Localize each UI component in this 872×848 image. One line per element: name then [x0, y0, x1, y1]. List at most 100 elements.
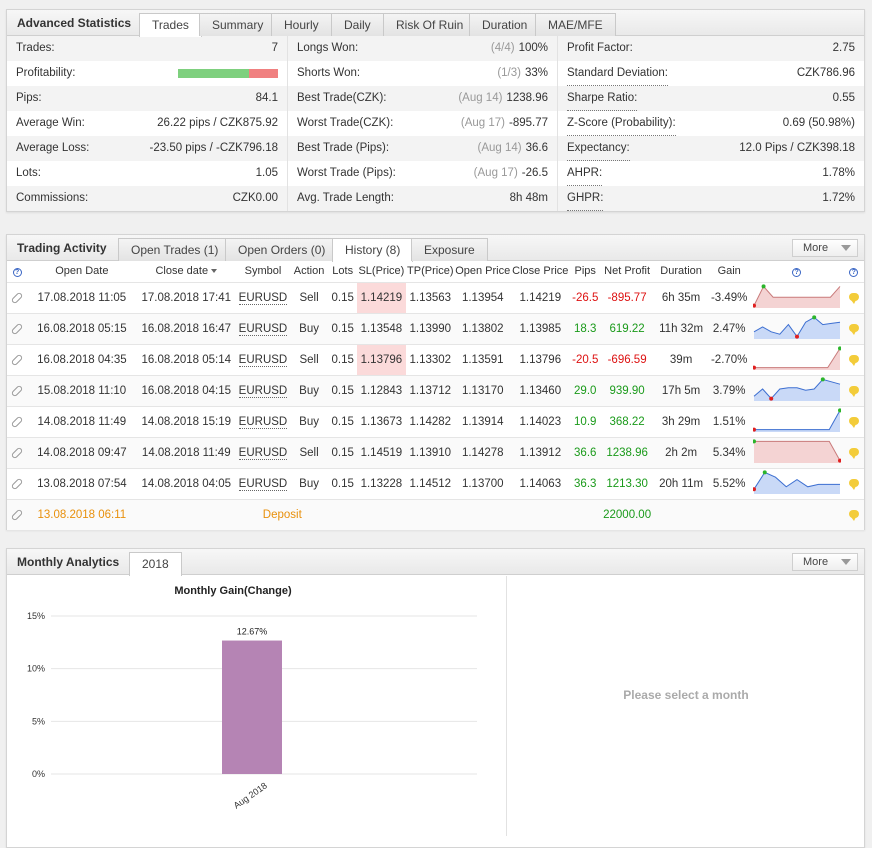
net-profit-cell: -696.59 [600, 344, 654, 376]
comment-icon[interactable] [843, 406, 864, 438]
col-symbol[interactable]: Symbol [236, 261, 290, 283]
sparkline-area [753, 410, 840, 432]
tab-open-orders[interactable]: Open Orders (0) [225, 238, 339, 261]
symbol-cell[interactable]: EURUSD [236, 282, 290, 314]
help-icon[interactable]: ? [843, 261, 864, 283]
tab-risk-of-ruin[interactable]: Risk Of Ruin [383, 13, 477, 36]
close-price-cell: 1.14063 [510, 468, 570, 500]
tab-exposure[interactable]: Exposure [411, 238, 488, 261]
action-cell: Sell [289, 344, 329, 376]
close-price-cell: 1.14219 [510, 282, 570, 314]
sparkline-line [753, 440, 841, 461]
tab-summary[interactable]: Summary [199, 13, 277, 36]
comment-icon[interactable] [843, 499, 864, 531]
col-sl-price[interactable]: SL(Price) [356, 261, 406, 283]
sparkline-extreme-point [811, 315, 816, 320]
table-row[interactable]: 13.08.2018 07:54 14.08.2018 04:05 EURUSD Bu… [7, 468, 864, 500]
sparkline-extreme-point [751, 439, 756, 444]
tab-year-2018[interactable]: 2018 [129, 552, 182, 576]
col-net-profit[interactable]: Net Profit [600, 261, 654, 283]
col-open-price[interactable]: Open Price [454, 261, 511, 283]
col-pips[interactable]: Pips [569, 261, 601, 283]
close-price-cell: 1.14023 [510, 406, 570, 438]
stat-pips: Pips: 84.1 [7, 86, 287, 111]
col-lots[interactable]: Lots [328, 261, 357, 283]
table-row[interactable]: 17.08.2018 11:05 17.08.2018 17:41 EURUSD Se… [7, 282, 864, 314]
comment-icon[interactable] [843, 375, 864, 407]
sl-price-cell: 1.13673 [356, 406, 406, 438]
col-gain[interactable]: Gain [708, 261, 750, 283]
comment-icon[interactable] [843, 468, 864, 500]
deposit-row[interactable]: 13.08.2018 06:11 Deposit 22000.00 [7, 499, 864, 531]
close-price-cell: 1.13796 [510, 344, 570, 376]
tab-history[interactable]: History (8) [332, 238, 414, 262]
symbol-cell[interactable]: EURUSD [236, 313, 290, 345]
open-price-cell: 1.13954 [454, 282, 511, 314]
sparkline-area [753, 441, 840, 463]
stat-expectancy: Expectancy: 12.0 Pips / CZK398.18 [558, 136, 864, 161]
col-duration[interactable]: Duration [653, 261, 709, 283]
table-row[interactable]: 16.08.2018 05:15 16.08.2018 16:47 EURUSD Bu… [7, 313, 864, 345]
symbol-cell[interactable]: EURUSD [236, 437, 290, 469]
symbol-cell[interactable]: EURUSD [236, 375, 290, 407]
help-icon[interactable]: ? [7, 261, 28, 283]
comment-icon[interactable] [843, 344, 864, 376]
trade-sparkline [749, 468, 844, 500]
symbol-cell[interactable]: EURUSD [236, 406, 290, 438]
close-date-cell: 14.08.2018 11:49 [136, 437, 237, 469]
monthly-more-button[interactable]: More [792, 553, 858, 571]
attachment-icon[interactable] [7, 468, 28, 500]
net-profit-cell: 939.90 [600, 375, 654, 407]
attachment-icon[interactable] [7, 499, 28, 531]
sparkline-extreme-point [761, 284, 766, 289]
attachment-icon[interactable] [7, 313, 28, 345]
activity-more-button[interactable]: More [792, 239, 858, 257]
tab-hourly[interactable]: Hourly [271, 13, 332, 36]
open-date-cell: 17.08.2018 11:05 [27, 282, 137, 314]
tab-open-trades[interactable]: Open Trades (1) [118, 238, 232, 261]
col-action[interactable]: Action [289, 261, 329, 283]
chart-title: Monthly Gain(Change) [174, 585, 292, 597]
table-row[interactable]: 15.08.2018 11:10 16.08.2018 04:15 EURUSD Bu… [7, 375, 864, 407]
tab-mae-mfe[interactable]: MAE/MFE [535, 13, 616, 36]
table-row[interactable]: 14.08.2018 09:47 14.08.2018 11:49 EURUSD Se… [7, 437, 864, 469]
comment-icon[interactable] [843, 282, 864, 314]
duration-cell: 39m [653, 344, 709, 376]
trading-activity-title: Trading Activity [17, 241, 107, 255]
stat-average-win: Average Win: 26.22 pips / CZK875.92 [16, 117, 278, 129]
col-open-date[interactable]: Open Date [27, 261, 137, 283]
close-price-cell: 1.13460 [510, 375, 570, 407]
col-close-date[interactable]: Close date [136, 261, 237, 283]
col-tp-price[interactable]: TP(Price) [405, 261, 455, 283]
col-close-price[interactable]: Close Price [510, 261, 570, 283]
open-date-cell: 14.08.2018 11:49 [27, 406, 137, 438]
tab-trades[interactable]: Trades [139, 13, 202, 37]
tab-daily[interactable]: Daily [331, 13, 384, 36]
sparkline-extreme-point [762, 470, 767, 475]
tab-duration[interactable]: Duration [469, 13, 541, 36]
attachment-icon[interactable] [7, 437, 28, 469]
comment-icon[interactable] [843, 437, 864, 469]
sl-price-cell: 1.14519 [356, 437, 406, 469]
trade-sparkline [749, 406, 844, 438]
attachment-icon[interactable] [7, 282, 28, 314]
symbol-cell[interactable]: EURUSD [236, 344, 290, 376]
trading-activity-panel: Trading Activity Open Trades (1) Open Or… [6, 234, 865, 531]
tp-price-cell: 1.14512 [405, 468, 455, 500]
stats-column-trades: Longs Won: (4/4) 100% Shorts Won: (1/3) 33% … [288, 36, 558, 211]
net-profit-cell: -895.77 [600, 282, 654, 314]
table-row[interactable]: 16.08.2018 04:35 16.08.2018 05:14 EURUSD Se… [7, 344, 864, 376]
help-icon[interactable]: ? [749, 261, 844, 283]
sparkline-line [753, 378, 840, 400]
deposit-label-cell: Deposit [236, 499, 329, 531]
duration-cell: 6h 35m [653, 282, 709, 314]
attachment-icon[interactable] [7, 375, 28, 407]
table-row[interactable]: 14.08.2018 11:49 14.08.2018 15:19 EURUSD Bu… [7, 406, 864, 438]
y-tick-label: 15% [27, 611, 45, 621]
symbol-cell[interactable]: EURUSD [236, 468, 290, 500]
attachment-icon[interactable] [7, 406, 28, 438]
open-price-cell: 1.13914 [454, 406, 511, 438]
comment-icon[interactable] [843, 313, 864, 345]
stat-lots: Lots: 1.05 [16, 167, 278, 179]
attachment-icon[interactable] [7, 344, 28, 376]
